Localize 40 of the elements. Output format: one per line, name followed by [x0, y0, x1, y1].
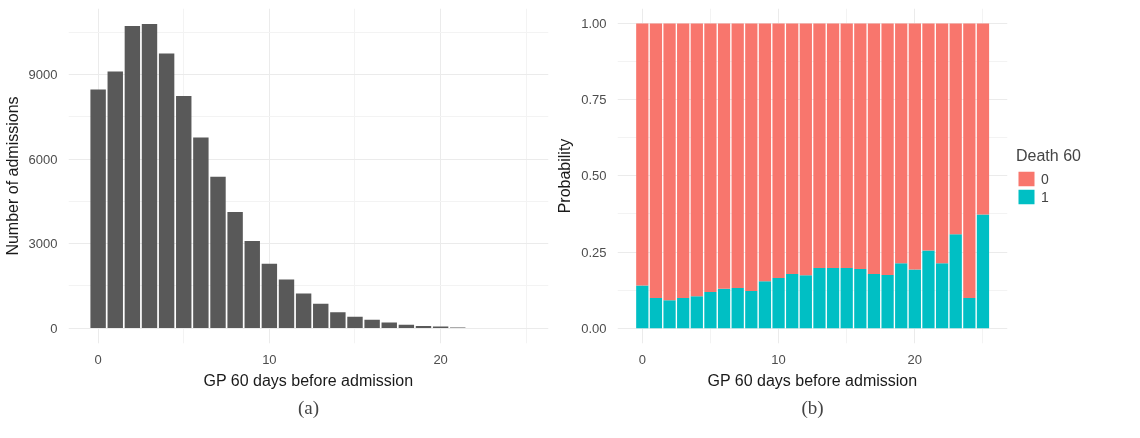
y-tick-label: 9000 — [28, 67, 58, 83]
y-axis-title: Number of admissions — [3, 96, 21, 256]
bar — [976, 214, 990, 329]
legend-label: 1 — [1041, 187, 1050, 205]
bar — [636, 23, 649, 286]
x-tick-label: 20 — [907, 351, 923, 367]
bar — [90, 89, 106, 329]
bar — [141, 23, 158, 329]
text: (a) — [297, 396, 320, 419]
bar — [381, 322, 397, 329]
bar — [176, 96, 192, 329]
x-tick-label: 0 — [94, 351, 102, 367]
bar — [244, 241, 260, 329]
y-tick-label: 0.00 — [581, 320, 607, 336]
y-tick-label: 3000 — [28, 236, 58, 252]
x-axis-title: GP 60 days before admission — [707, 371, 918, 389]
x-axis-title: GP 60 days before admission — [203, 371, 414, 389]
bar — [261, 263, 278, 329]
bar — [278, 279, 295, 329]
bar — [313, 303, 329, 329]
bar — [107, 71, 123, 329]
x-tick-label: 20 — [433, 351, 448, 367]
bar — [636, 285, 649, 329]
bar — [976, 23, 990, 215]
x-tick-label: 10 — [771, 351, 786, 367]
bar — [295, 293, 312, 329]
text: (b) — [801, 396, 824, 419]
bar — [124, 25, 141, 329]
legend-title: Death 60 — [1016, 146, 1081, 164]
bar — [158, 53, 175, 329]
legend-label: 0 — [1041, 169, 1050, 187]
y-tick-label: 6000 — [28, 151, 58, 167]
y-tick-label: 0 — [50, 320, 58, 336]
y-tick-label: 0.25 — [581, 244, 607, 260]
y-axis-title: Probability — [556, 138, 574, 214]
x-tick-label: 10 — [262, 351, 277, 367]
y-tick-label: 0.75 — [581, 92, 607, 108]
x-tick-label: 0 — [638, 351, 646, 367]
y-tick-label: 1.00 — [581, 15, 607, 31]
y-tick-label: 0.50 — [581, 168, 607, 184]
